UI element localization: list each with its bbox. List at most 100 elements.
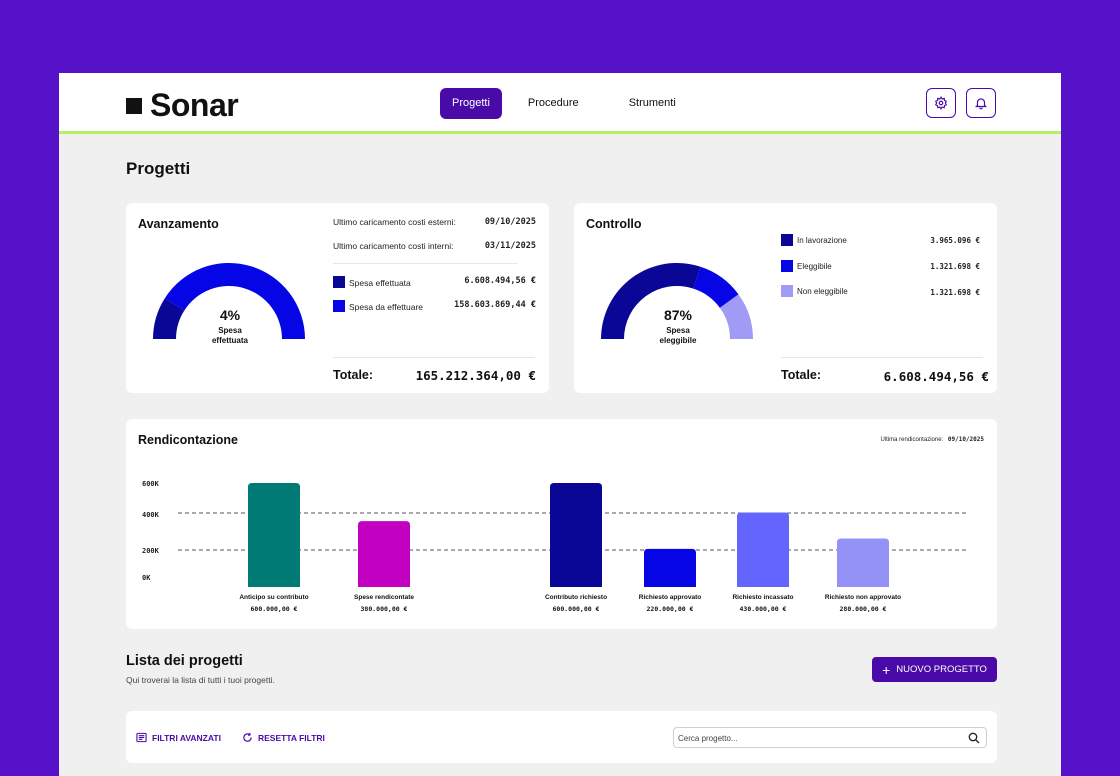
- filtri-avanzati-label: FILTRI AVANZATI: [152, 732, 221, 743]
- controllo-gauge-center: 87% Spesa eleggibile: [638, 307, 718, 346]
- bar-value-label: 430.000,00 €: [740, 605, 787, 613]
- gauge-percent: 4%: [219, 307, 241, 323]
- plus-icon: +: [882, 661, 891, 678]
- bar: [550, 483, 602, 587]
- resetta-filtri-button[interactable]: RESETTA FILTRI: [242, 732, 325, 743]
- logo-square-icon: [126, 97, 142, 114]
- gauge-done-arc: [153, 298, 185, 339]
- gauge-non-eleggibile-arc: [719, 294, 753, 339]
- logo[interactable]: Sonar: [126, 87, 239, 124]
- y-tick-label: 600K: [142, 480, 160, 488]
- legend-value-eleggibile: 1.321.698 €: [930, 262, 980, 271]
- search-box: [673, 727, 987, 748]
- nuovo-progetto-label: NUOVO PROGETTO: [896, 664, 987, 675]
- legend-label-eleggibile: Eleggibile: [797, 262, 832, 271]
- bar: [248, 483, 300, 587]
- legend-value-spesa-effettuata: 6.608.494,56 €: [464, 276, 536, 286]
- legend-swatch-spesa-effettuata: [333, 276, 345, 288]
- bar: [737, 512, 789, 587]
- bar-category-label: Richiesto incassato: [732, 594, 793, 601]
- gauge-eleggibile-arc: [693, 266, 739, 308]
- notifications-button[interactable]: [966, 88, 996, 118]
- total-value: 6.608.494,56 €: [883, 369, 989, 384]
- resetta-filtri-label: RESETTA FILTRI: [258, 732, 325, 743]
- bar: [837, 538, 889, 587]
- filter-list-icon: [136, 732, 147, 743]
- legend-label-spesa-da-effettuare: Spesa da effettuare: [349, 302, 424, 312]
- bar-value-label: 280.000,00 €: [840, 605, 887, 613]
- bar-category-label: Contributo richiesto: [545, 594, 607, 601]
- nav-item-procedure[interactable]: Procedure: [527, 97, 579, 109]
- gauge-percent: 87%: [663, 307, 693, 323]
- rendicontazione-title: Rendicontazione: [138, 433, 239, 447]
- bar-value-label: 380.000,00 €: [361, 605, 408, 613]
- bar-category-label: Spese rendicontate: [354, 594, 414, 601]
- legend-swatch-eleggibile: [781, 260, 793, 272]
- filtri-avanzati-button[interactable]: FILTRI AVANZATI: [136, 732, 221, 743]
- info-value-internal: 03/11/2025: [484, 241, 536, 251]
- info-value-external: 09/10/2025: [484, 217, 536, 227]
- last-rendicontazione-label: Ultima rendicontazione:: [880, 437, 944, 443]
- bar-category-label: Richiesto non approvato: [825, 594, 901, 601]
- avanzamento-card: Avanzamento 4% Spesa effettuata Ultimo ca…: [126, 203, 549, 393]
- y-tick-label: 200K: [142, 547, 160, 555]
- gauge-label-line2: effettuata: [211, 336, 248, 345]
- controllo-gauge: [601, 263, 753, 339]
- divider: [333, 263, 518, 264]
- info-label-internal: Ultimo caricamento costi interni:: [333, 241, 454, 251]
- gauge-label-line2: eleggibile: [659, 336, 697, 345]
- legend-value-spesa-da-effettuare: 158.603.869,44 €: [454, 300, 536, 310]
- info-label-external: Ultimo caricamento costi esterni:: [333, 217, 456, 227]
- gauge-in-lavorazione-arc: [601, 263, 701, 339]
- gear-icon: [934, 96, 948, 110]
- nav-item-progetti[interactable]: Progetti: [440, 88, 502, 119]
- total-label: Totale:: [333, 368, 374, 382]
- top-bar: Sonar Progetti Procedure Strumenti: [59, 73, 1061, 134]
- controllo-card: Controllo 87% Spesa eleggibile In lavoraz…: [574, 203, 997, 393]
- bar-value-label: 600.000,00 €: [251, 605, 298, 613]
- logo-text: Sonar: [150, 87, 239, 123]
- bar-value-label: 600.000,00 €: [553, 605, 600, 613]
- bar-value-label: 220.000,00 €: [647, 605, 694, 613]
- legend-swatch-in-lavorazione: [781, 234, 793, 246]
- nav-item-strumenti[interactable]: Strumenti: [628, 97, 676, 109]
- legend-label-spesa-effettuata: Spesa effettuata: [349, 278, 411, 288]
- gauge-remaining-arc: [164, 263, 305, 339]
- divider: [333, 357, 535, 358]
- rendicontazione-card: Rendicontazione Ultima rendicontazione: …: [126, 419, 997, 629]
- avanzamento-gauge-center: 4% Spesa effettuata: [190, 307, 270, 346]
- page-title: Progetti: [126, 159, 191, 178]
- gauge-label-line1: Spesa: [666, 326, 690, 335]
- controllo-title: Controllo: [586, 217, 642, 231]
- app-window: Sonar Progetti Procedure Strumenti Proge…: [59, 73, 1061, 776]
- rendicontazione-bar-chart: 600K 400K 200K 0K Anticipo su contributo 600.…: [142, 480, 968, 613]
- legend-label-in-lavorazione: In lavorazione: [797, 236, 847, 245]
- settings-button[interactable]: [926, 88, 956, 118]
- legend-swatch-non-eleggibile: [781, 285, 793, 297]
- legend-value-in-lavorazione: 3.965.096 €: [930, 236, 980, 245]
- lista-subtitle: Qui troverai la lista di tutti i tuoi pr…: [126, 675, 275, 685]
- legend-value-non-eleggibile: 1.321.698 €: [930, 288, 980, 297]
- lista-title: Lista dei progetti: [126, 653, 243, 669]
- gauge-label-line1: Spesa: [218, 326, 242, 335]
- y-tick-label: 0K: [142, 574, 151, 582]
- bar-category-label: Richiesto approvato: [639, 594, 702, 601]
- last-rendicontazione: Ultima rendicontazione: 09/10/2025: [881, 436, 985, 443]
- legend-swatch-spesa-da-effettuare: [333, 300, 345, 312]
- main-nav: Progetti Procedure Strumenti: [440, 88, 702, 119]
- divider: [781, 357, 983, 358]
- last-rendicontazione-value: 09/10/2025: [947, 436, 984, 443]
- total-label: Totale:: [781, 368, 822, 382]
- avanzamento-gauge: [153, 263, 305, 339]
- bar: [358, 521, 410, 587]
- avanzamento-title: Avanzamento: [138, 217, 219, 231]
- legend-label-non-eleggibile: Non eleggibile: [797, 287, 848, 296]
- total-value: 165.212.364,00 €: [415, 368, 536, 383]
- search-icon[interactable]: [968, 732, 980, 744]
- bell-icon: [974, 98, 988, 110]
- search-input[interactable]: [674, 729, 958, 748]
- refresh-icon: [243, 732, 252, 742]
- nuovo-progetto-button[interactable]: + NUOVO PROGETTO: [872, 657, 997, 682]
- bar-category-label: Anticipo su contributo: [239, 594, 308, 601]
- bar: [644, 548, 696, 587]
